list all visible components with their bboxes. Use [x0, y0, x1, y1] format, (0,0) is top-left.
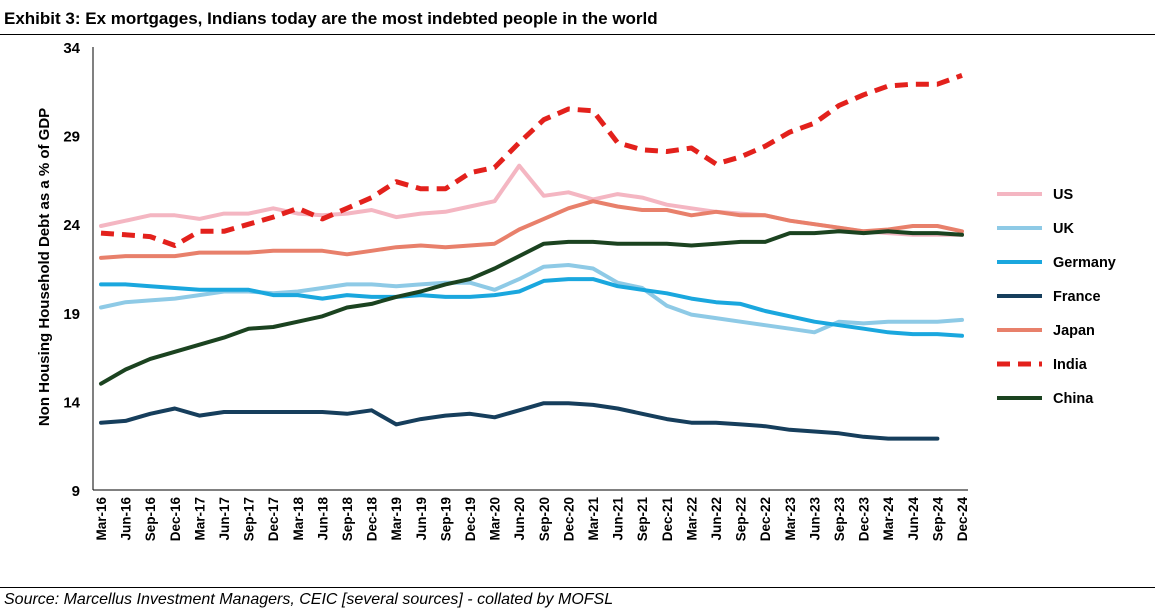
- series-line-china: [99, 229, 964, 386]
- y-axis-label: Non Housing Household Debt as a % of GDP: [36, 108, 53, 426]
- x-tick-label: Sep-18: [340, 497, 355, 542]
- x-tick-label: Dec-16: [168, 497, 183, 542]
- x-tick-label: Mar-22: [684, 497, 699, 541]
- y-tick-label: 14: [63, 394, 80, 411]
- y-tick-labels: 9 14 19 24 29 34: [63, 40, 80, 500]
- chart-legend: US UK Germany France Japan India China: [997, 187, 1116, 407]
- chart-title: Exhibit 3: Ex mortgages, Indians today a…: [4, 9, 658, 28]
- legend-label-india: India: [1053, 357, 1088, 373]
- x-tick-label: Sep-17: [242, 497, 257, 541]
- x-tick-label: Jun-24: [906, 497, 921, 541]
- legend-label-china: China: [1053, 391, 1094, 407]
- x-tick-label: Sep-19: [438, 497, 453, 541]
- series-line-india: [100, 73, 963, 248]
- x-tick-label: Mar-17: [192, 497, 207, 541]
- line-chart: 9 14 19 24 29 34 Non Housing Household Debt a…: [36, 40, 1116, 542]
- legend-label-us: US: [1053, 187, 1073, 203]
- x-tick-label: Sep-24: [930, 497, 945, 542]
- header-divider: [0, 34, 1155, 35]
- x-tick-label: Mar-23: [783, 497, 798, 541]
- x-tick-label: Sep-20: [537, 497, 552, 541]
- series-line-germany: [99, 277, 964, 338]
- y-tick-label: 19: [63, 306, 80, 323]
- x-tick-labels: Mar-16 Jun-16 Sep-16 Dec-16 Mar-17 Jun-17 Sep-…: [94, 497, 970, 542]
- x-tick-label: Mar-20: [488, 497, 503, 541]
- x-tick-label: Mar-24: [881, 497, 896, 541]
- x-tick-label: Sep-22: [734, 497, 749, 541]
- x-tick-label: Sep-21: [635, 497, 650, 542]
- series-line-france: [99, 401, 940, 441]
- x-tick-label: Mar-21: [586, 497, 601, 541]
- x-tick-label: Jun-18: [315, 497, 330, 541]
- x-tick-label: Dec-23: [857, 497, 872, 542]
- y-tick-label: 24: [63, 217, 80, 234]
- series-line-japan: [99, 199, 964, 260]
- x-tick-label: Jun-20: [512, 497, 527, 541]
- x-tick-label: Jun-21: [611, 497, 626, 541]
- x-tick-label: Jun-23: [807, 497, 822, 541]
- y-tick-label: 34: [63, 40, 80, 57]
- legend-label-france: France: [1053, 289, 1101, 305]
- x-tick-label: Dec-17: [266, 497, 281, 541]
- x-tick-label: Dec-19: [463, 497, 478, 541]
- x-tick-label: Dec-20: [561, 497, 576, 541]
- x-axis: Mar-16 Jun-16 Sep-16 Dec-16 Mar-17 Jun-17 Sep-…: [93, 489, 970, 542]
- series-lines: [99, 73, 964, 441]
- x-tick-label: Jun-19: [414, 497, 429, 541]
- legend-label-germany: Germany: [1053, 255, 1116, 271]
- legend-label-uk: UK: [1053, 221, 1074, 237]
- x-tick-label: Jun-16: [119, 497, 134, 541]
- x-tick-label: Dec-24: [955, 497, 970, 542]
- x-tick-label: Dec-18: [365, 497, 380, 542]
- series-line-uk: [99, 263, 964, 335]
- y-axis: 9 14 19 24 29 34 Non Housing Household Debt a…: [36, 40, 94, 500]
- footer-divider: [0, 587, 1155, 588]
- y-tick-label: 9: [72, 483, 80, 500]
- x-tick-label: Mar-16: [94, 497, 109, 541]
- x-tick-label: Jun-17: [217, 497, 232, 541]
- x-tick-label: Dec-22: [758, 497, 773, 541]
- x-tick-label: Dec-21: [660, 497, 675, 542]
- x-tick-label: Mar-18: [291, 497, 306, 541]
- y-tick-label: 29: [63, 129, 80, 146]
- source-note: Source: Marcellus Investment Managers, C…: [4, 591, 614, 608]
- x-tick-label: Sep-16: [143, 497, 158, 542]
- x-tick-label: Jun-22: [709, 497, 724, 541]
- x-tick-label: Sep-23: [832, 497, 847, 542]
- legend-label-japan: Japan: [1053, 323, 1095, 339]
- x-tick-label: Mar-19: [389, 497, 404, 541]
